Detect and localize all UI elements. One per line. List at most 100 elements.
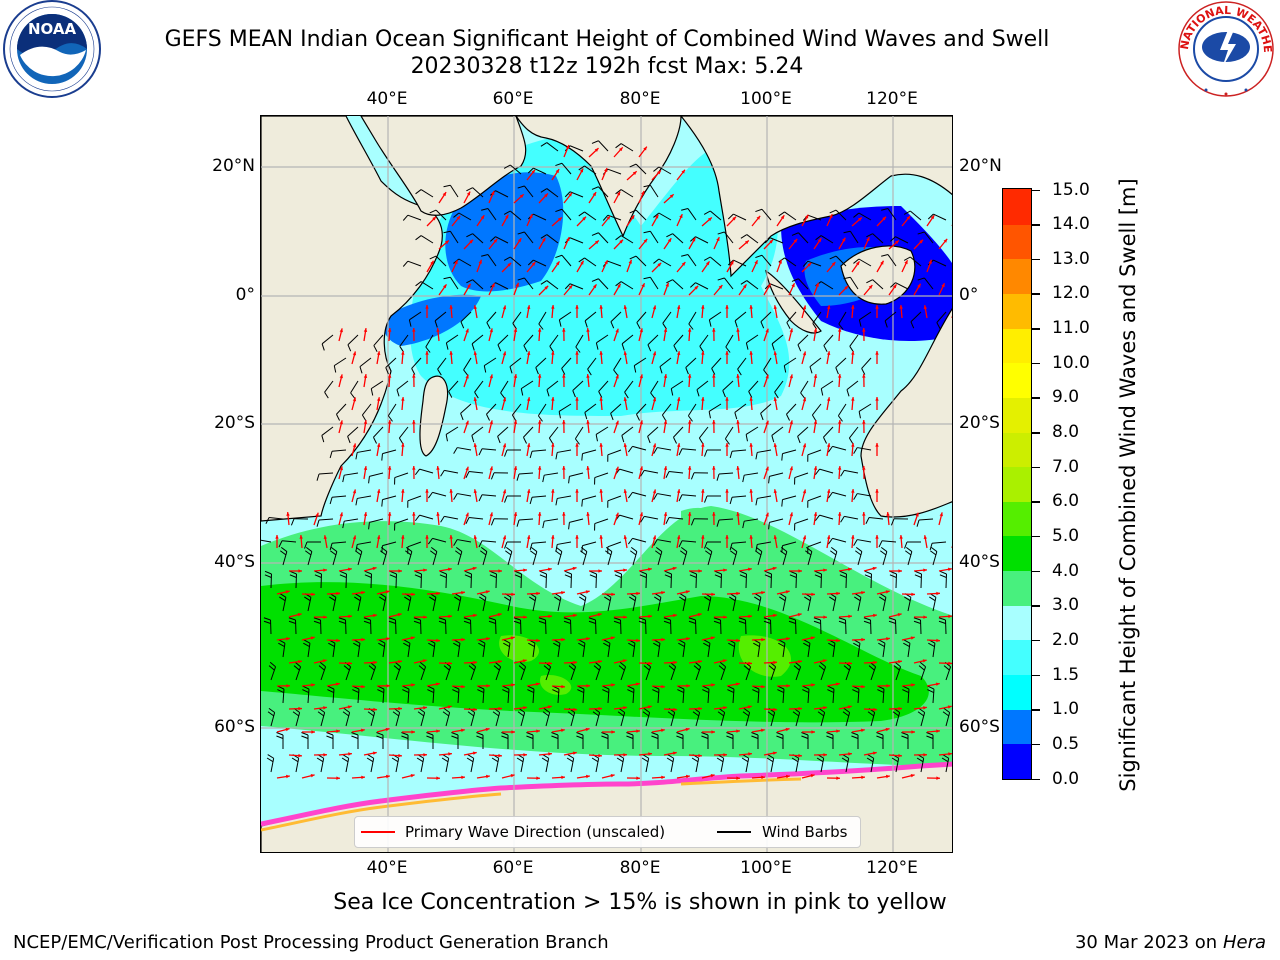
wind-barb — [268, 661, 277, 681]
wave-arrow — [851, 684, 866, 689]
wave-arrow — [301, 636, 315, 641]
wind-barb — [763, 617, 772, 635]
wave-arrow — [837, 511, 842, 526]
land-india — [515, 116, 682, 238]
wave-arrow — [663, 466, 668, 480]
colorbar-tick-label: 11.0 — [1052, 318, 1090, 339]
wave-arrow — [638, 466, 643, 480]
wind-barb — [760, 311, 772, 329]
wave-arrow — [888, 659, 902, 664]
wave-arrow — [387, 465, 392, 480]
wave-arrow — [476, 214, 485, 227]
wind-barb — [516, 472, 534, 481]
wave-arrow — [813, 659, 827, 664]
wave-arrow — [651, 397, 657, 411]
wind-barb — [679, 593, 687, 612]
wind-barb — [610, 311, 622, 329]
wave-arrow — [438, 567, 452, 572]
wind-barb — [572, 380, 584, 398]
wave-arrow — [689, 569, 702, 573]
wind-barb — [738, 617, 747, 635]
wave-arrow — [351, 535, 357, 549]
wind-barb — [878, 540, 897, 548]
wave-arrow — [776, 684, 791, 688]
wind-barb — [942, 707, 951, 727]
wind-barb — [863, 617, 872, 635]
wave-arrow — [588, 283, 597, 296]
wind-barb — [493, 661, 502, 681]
wind-barb — [641, 754, 650, 773]
wind-barb — [613, 617, 622, 635]
wave-arrow — [888, 283, 897, 296]
wind-barb — [670, 380, 684, 396]
wave-arrow — [563, 613, 577, 618]
wave-arrow — [888, 613, 902, 618]
wind-barb — [354, 593, 362, 612]
wind-barb — [626, 732, 634, 749]
wave-arrow — [276, 637, 290, 641]
wave-arrow — [776, 774, 790, 779]
wave-arrow — [438, 283, 447, 296]
wave-arrow — [712, 419, 716, 434]
wave-arrow — [801, 774, 815, 779]
wave-arrow — [763, 751, 777, 756]
wind-barb — [407, 495, 422, 508]
colorbar-segment — [1003, 605, 1031, 641]
wave-arrow — [488, 282, 496, 296]
wave-arrow — [576, 774, 590, 779]
wave-arrow — [763, 328, 769, 342]
wind-barb — [574, 426, 584, 445]
wave-arrow — [701, 683, 715, 687]
wave-arrow — [338, 328, 343, 342]
wave-arrow — [313, 615, 328, 619]
wave-arrow — [938, 512, 943, 526]
wind-barb — [326, 732, 334, 749]
wind-barb — [329, 449, 347, 459]
wave-arrow — [687, 373, 692, 388]
wave-arrow — [562, 465, 566, 480]
wind-barb — [445, 426, 459, 442]
wave-arrow — [813, 328, 818, 342]
wave-arrow — [851, 442, 855, 457]
wave-arrow — [538, 237, 546, 250]
wave-arrow — [501, 774, 515, 779]
wind-barb — [555, 449, 572, 460]
wave-arrow — [576, 637, 590, 641]
wave-arrow — [363, 374, 368, 388]
wave-arrow — [513, 237, 522, 250]
wave-arrow — [376, 489, 381, 503]
wind-barb — [359, 357, 372, 374]
wave-arrow — [613, 146, 624, 158]
wind-barb — [679, 546, 688, 566]
wave-arrow — [537, 511, 542, 526]
wind-barb — [329, 495, 347, 505]
wave-arrow — [813, 753, 828, 757]
wave-arrow — [789, 569, 802, 573]
colorbar-segment — [1003, 535, 1031, 572]
wind-barb — [841, 754, 850, 773]
wave-arrow — [601, 215, 611, 227]
wind-barb — [938, 617, 947, 635]
wind-barb — [578, 257, 597, 267]
wave-arrow — [313, 512, 319, 526]
colorbar-tick-label: 5.0 — [1052, 525, 1080, 546]
wind-barb — [578, 165, 597, 175]
wind-barb — [451, 732, 459, 749]
wind-barb — [653, 447, 672, 454]
wave-arrow — [313, 568, 328, 572]
wave-arrow — [501, 443, 507, 457]
wave-arrow — [701, 442, 705, 457]
wind-barb — [429, 255, 447, 267]
wave-arrow — [901, 259, 909, 273]
wave-arrow — [801, 592, 816, 597]
wind-barb — [846, 380, 859, 397]
wind-barb — [329, 541, 347, 551]
wind-barb — [815, 235, 834, 244]
wave-arrow — [551, 590, 565, 595]
wave-arrow — [538, 661, 553, 666]
wave-arrow — [837, 327, 842, 342]
wave-arrow — [663, 512, 668, 526]
wave-arrow — [563, 284, 573, 296]
lat-tick-right-20s: 20°S — [959, 413, 1000, 433]
wind-barb — [465, 471, 484, 479]
